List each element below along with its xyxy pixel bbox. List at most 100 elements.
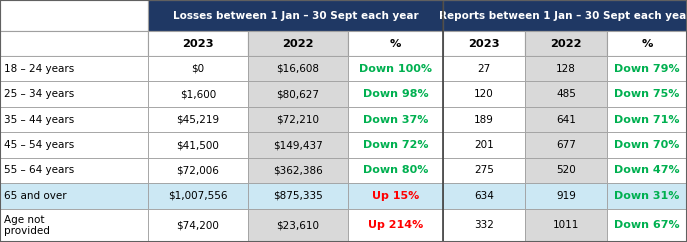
Bar bbox=[443, 81, 525, 107]
Text: 332: 332 bbox=[474, 220, 494, 230]
Text: 45 – 54 years: 45 – 54 years bbox=[4, 140, 74, 150]
Bar bbox=[607, 81, 687, 107]
Text: 35 – 44 years: 35 – 44 years bbox=[4, 114, 74, 125]
Text: 275: 275 bbox=[474, 166, 494, 175]
Text: $16,608: $16,608 bbox=[276, 64, 319, 74]
Bar bbox=[348, 107, 443, 132]
Text: 2023: 2023 bbox=[182, 39, 214, 49]
Text: 2022: 2022 bbox=[550, 39, 582, 49]
Bar bbox=[248, 209, 348, 242]
Bar bbox=[248, 81, 348, 107]
Bar bbox=[248, 132, 348, 158]
Text: 2023: 2023 bbox=[468, 39, 500, 49]
Bar bbox=[248, 158, 348, 183]
Text: $45,219: $45,219 bbox=[177, 114, 220, 125]
Text: 25 – 34 years: 25 – 34 years bbox=[4, 89, 74, 99]
Bar bbox=[607, 209, 687, 242]
Text: Up 15%: Up 15% bbox=[372, 191, 419, 201]
Bar bbox=[443, 31, 525, 56]
Bar bbox=[148, 158, 248, 183]
Text: Down 72%: Down 72% bbox=[363, 140, 428, 150]
Bar bbox=[607, 107, 687, 132]
Text: 18 – 24 years: 18 – 24 years bbox=[4, 64, 74, 74]
Bar bbox=[525, 209, 607, 242]
Bar bbox=[148, 183, 248, 209]
Text: 201: 201 bbox=[474, 140, 494, 150]
Text: $875,335: $875,335 bbox=[273, 191, 323, 201]
Bar bbox=[525, 56, 607, 81]
Bar bbox=[525, 31, 607, 56]
Text: $74,200: $74,200 bbox=[177, 220, 219, 230]
Bar bbox=[607, 56, 687, 81]
Text: $72,210: $72,210 bbox=[276, 114, 319, 125]
Text: 189: 189 bbox=[474, 114, 494, 125]
Bar bbox=[525, 132, 607, 158]
Text: $149,437: $149,437 bbox=[273, 140, 323, 150]
Text: Down 80%: Down 80% bbox=[363, 166, 428, 175]
Bar bbox=[348, 81, 443, 107]
Bar bbox=[443, 158, 525, 183]
Text: $362,386: $362,386 bbox=[273, 166, 323, 175]
Bar bbox=[0, 183, 148, 209]
Bar bbox=[525, 183, 607, 209]
Text: Down 75%: Down 75% bbox=[614, 89, 679, 99]
Text: 520: 520 bbox=[556, 166, 576, 175]
Bar bbox=[348, 183, 443, 209]
Bar bbox=[148, 209, 248, 242]
Bar bbox=[607, 183, 687, 209]
Text: Down 71%: Down 71% bbox=[614, 114, 679, 125]
Bar bbox=[443, 209, 525, 242]
Bar bbox=[348, 31, 443, 56]
Bar bbox=[525, 81, 607, 107]
Bar bbox=[148, 132, 248, 158]
Text: %: % bbox=[390, 39, 401, 49]
Bar bbox=[443, 183, 525, 209]
Bar bbox=[148, 0, 443, 31]
Bar bbox=[525, 107, 607, 132]
Text: 55 – 64 years: 55 – 64 years bbox=[4, 166, 74, 175]
Text: 919: 919 bbox=[556, 191, 576, 201]
Text: 2022: 2022 bbox=[282, 39, 314, 49]
Bar bbox=[607, 132, 687, 158]
Bar bbox=[0, 132, 148, 158]
Bar bbox=[525, 158, 607, 183]
Bar bbox=[443, 56, 525, 81]
Text: 27: 27 bbox=[477, 64, 491, 74]
Bar bbox=[248, 31, 348, 56]
Text: Down 37%: Down 37% bbox=[363, 114, 428, 125]
Text: Up 214%: Up 214% bbox=[368, 220, 423, 230]
Bar bbox=[607, 158, 687, 183]
Bar bbox=[248, 107, 348, 132]
Bar bbox=[0, 56, 148, 81]
Text: $72,006: $72,006 bbox=[177, 166, 219, 175]
Text: Down 98%: Down 98% bbox=[363, 89, 428, 99]
Bar bbox=[348, 56, 443, 81]
Bar bbox=[0, 158, 148, 183]
Text: Down 47%: Down 47% bbox=[614, 166, 680, 175]
Bar bbox=[248, 183, 348, 209]
Text: $41,500: $41,500 bbox=[177, 140, 219, 150]
Text: $23,610: $23,610 bbox=[276, 220, 319, 230]
Bar bbox=[348, 158, 443, 183]
Text: Down 67%: Down 67% bbox=[614, 220, 680, 230]
Text: 1011: 1011 bbox=[553, 220, 579, 230]
Text: $0: $0 bbox=[192, 64, 205, 74]
Text: 677: 677 bbox=[556, 140, 576, 150]
Text: 128: 128 bbox=[556, 64, 576, 74]
Bar bbox=[148, 56, 248, 81]
Text: $80,627: $80,627 bbox=[276, 89, 319, 99]
Bar bbox=[0, 0, 148, 31]
Bar bbox=[248, 56, 348, 81]
Text: 485: 485 bbox=[556, 89, 576, 99]
Bar bbox=[0, 107, 148, 132]
Text: Losses between 1 Jan – 30 Sept each year: Losses between 1 Jan – 30 Sept each year bbox=[172, 11, 418, 21]
Text: %: % bbox=[641, 39, 653, 49]
Text: $1,007,556: $1,007,556 bbox=[168, 191, 228, 201]
Text: Down 70%: Down 70% bbox=[614, 140, 679, 150]
Bar bbox=[148, 107, 248, 132]
Text: 120: 120 bbox=[474, 89, 494, 99]
Bar bbox=[443, 107, 525, 132]
Bar bbox=[348, 132, 443, 158]
Bar bbox=[0, 81, 148, 107]
Text: Age not
provided: Age not provided bbox=[4, 215, 50, 236]
